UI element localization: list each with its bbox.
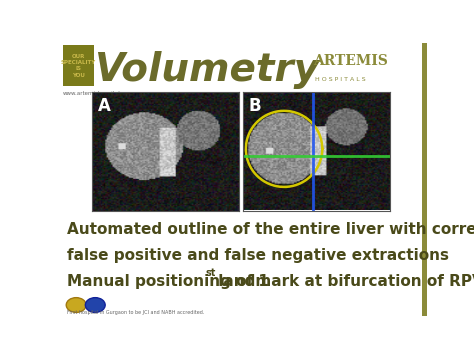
Bar (63, 45, 94, 86)
Text: st: st (205, 268, 216, 278)
Text: A: A (98, 97, 111, 115)
Text: Volumetry: Volumetry (94, 51, 319, 89)
Circle shape (66, 297, 86, 312)
Text: Automated outline of the entire liver with corrections for: Automated outline of the entire liver wi… (66, 222, 474, 237)
Text: OUR
SPECIALITY
IS
YOU: OUR SPECIALITY IS YOU (61, 54, 96, 78)
Text: First hospital in Gurgaon to be JCI and NABH accredited.: First hospital in Gurgaon to be JCI and … (66, 310, 204, 315)
Text: ARTEMIS: ARTEMIS (313, 54, 388, 67)
Text: Manual positioning of 1: Manual positioning of 1 (66, 274, 268, 289)
Text: false positive and false negative extractions: false positive and false negative extrac… (66, 248, 448, 263)
Circle shape (85, 297, 105, 312)
Text: www.artemishospitals.com: www.artemishospitals.com (63, 91, 137, 96)
Text: landmark at bifurcation of RPV: landmark at bifurcation of RPV (213, 274, 474, 289)
Text: H O S P I T A L S: H O S P I T A L S (315, 77, 365, 82)
Text: B: B (249, 97, 262, 115)
Bar (422, 43, 427, 316)
